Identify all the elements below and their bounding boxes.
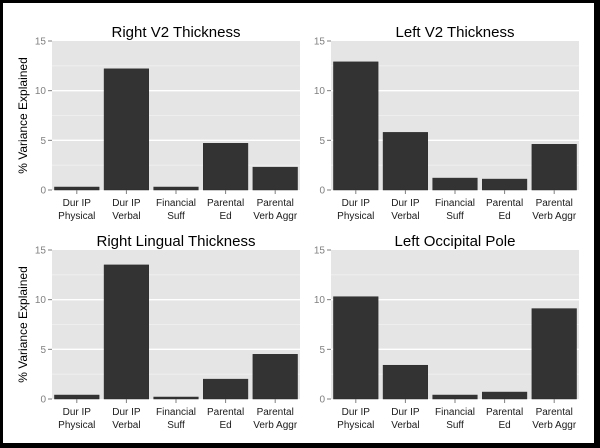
chart-panel-1: 0 5 10 15 Dur IP Physical Dur IP Verbal Financia… bbox=[16, 24, 300, 222]
chart-panel-2: 0 5 10 15 Dur IP Physical Dur IP Verbal Financia… bbox=[314, 24, 579, 222]
x-tick-label: Parental bbox=[207, 407, 244, 418]
x-tick-label: Dur IP bbox=[391, 407, 420, 418]
x-tick-label: Ed bbox=[219, 211, 231, 222]
x-tick-label: Parental bbox=[486, 198, 523, 209]
x-tick-label: Financial bbox=[435, 198, 475, 209]
bar-dur-ip-physical bbox=[333, 296, 379, 400]
y-tick-label: 10 bbox=[314, 295, 326, 306]
bar-dur-ip-physical bbox=[333, 61, 379, 191]
y-axis-label: % Variance Explained bbox=[16, 266, 30, 383]
x-tick-label: Parental bbox=[536, 198, 573, 209]
x-tick-label: Suff bbox=[167, 420, 185, 431]
y-tick-label: 5 bbox=[319, 345, 325, 356]
x-tick-label: Suff bbox=[167, 211, 185, 222]
x-tick-label: Dur IP bbox=[63, 198, 92, 209]
bar-financial-suff bbox=[432, 394, 478, 400]
x-tick-label: Parental bbox=[486, 407, 523, 418]
bar-parental-ed bbox=[482, 391, 528, 400]
x-tick-label: Dur IP bbox=[63, 407, 92, 418]
x-tick-label: Parental bbox=[536, 407, 573, 418]
bar-dur-ip-physical bbox=[54, 394, 100, 400]
x-tick-label: Dur IP bbox=[342, 198, 371, 209]
bar-parental-verb-aggr bbox=[252, 166, 298, 191]
x-tick-label: Verbal bbox=[112, 420, 140, 431]
x-tick-label: Verbal bbox=[391, 211, 419, 222]
chart-title: Left V2 Thickness bbox=[396, 24, 515, 41]
chart-title: Right V2 Thickness bbox=[112, 24, 241, 41]
y-tick-label: 15 bbox=[35, 246, 47, 257]
bar-dur-ip-verbal bbox=[103, 68, 149, 191]
x-tick-label: Parental bbox=[257, 407, 294, 418]
bar-dur-ip-physical bbox=[54, 186, 100, 191]
chart-title: Right Lingual Thickness bbox=[97, 233, 256, 250]
x-tick-label: Financial bbox=[156, 198, 196, 209]
bar-parental-ed bbox=[482, 178, 528, 191]
y-tick-label: 15 bbox=[314, 37, 326, 48]
y-tick-label: 5 bbox=[319, 136, 325, 147]
bar-dur-ip-verbal bbox=[382, 364, 428, 400]
x-tick-label: Physical bbox=[337, 420, 374, 431]
x-tick-label: Verb Aggr bbox=[253, 211, 298, 222]
x-tick-label: Financial bbox=[435, 407, 475, 418]
figure-frame: 0 5 10 15 Dur IP Physical Dur IP Verbal Financia… bbox=[3, 3, 594, 443]
y-tick-label: 15 bbox=[35, 37, 47, 48]
x-tick-label: Verb Aggr bbox=[253, 420, 298, 431]
x-tick-label: Suff bbox=[446, 420, 464, 431]
bar-dur-ip-verbal bbox=[382, 132, 428, 191]
x-tick-label: Ed bbox=[219, 420, 231, 431]
bar-parental-ed bbox=[203, 378, 249, 400]
y-tick-label: 15 bbox=[314, 246, 326, 257]
y-tick-label: 0 bbox=[319, 395, 325, 406]
y-tick-label: 0 bbox=[40, 395, 46, 406]
y-tick-label: 0 bbox=[319, 186, 325, 197]
bar-parental-verb-aggr bbox=[531, 308, 577, 400]
chart-panel-4: 0 5 10 15 Dur IP Physical Dur IP Verbal Financia… bbox=[314, 233, 579, 431]
y-axis-label: % Variance Explained bbox=[16, 57, 30, 174]
x-tick-label: Parental bbox=[207, 198, 244, 209]
y-tick-label: 5 bbox=[40, 136, 46, 147]
x-tick-label: Verbal bbox=[112, 211, 140, 222]
y-tick-label: 10 bbox=[314, 86, 326, 97]
x-tick-label: Verb Aggr bbox=[532, 420, 577, 431]
chart-title: Left Occipital Pole bbox=[395, 233, 516, 250]
x-tick-label: Financial bbox=[156, 407, 196, 418]
x-tick-label: Verbal bbox=[391, 420, 419, 431]
x-tick-label: Verb Aggr bbox=[532, 211, 577, 222]
x-tick-label: Dur IP bbox=[112, 407, 141, 418]
x-tick-label: Dur IP bbox=[342, 407, 371, 418]
x-tick-label: Dur IP bbox=[112, 198, 141, 209]
y-tick-label: 10 bbox=[35, 86, 47, 97]
y-tick-label: 0 bbox=[40, 186, 46, 197]
x-tick-label: Physical bbox=[58, 211, 95, 222]
x-tick-label: Dur IP bbox=[391, 198, 420, 209]
x-tick-label: Parental bbox=[257, 198, 294, 209]
bar-financial-suff bbox=[432, 177, 478, 191]
y-tick-label: 5 bbox=[40, 345, 46, 356]
bar-financial-suff bbox=[153, 186, 199, 191]
x-tick-label: Ed bbox=[498, 211, 510, 222]
bar-financial-suff bbox=[153, 396, 199, 400]
x-tick-label: Physical bbox=[337, 211, 374, 222]
x-tick-label: Physical bbox=[58, 420, 95, 431]
bar-parental-verb-aggr bbox=[531, 144, 577, 191]
x-tick-label: Ed bbox=[498, 420, 510, 431]
x-tick-label: Suff bbox=[446, 211, 464, 222]
y-tick-label: 10 bbox=[35, 295, 47, 306]
bar-dur-ip-verbal bbox=[103, 264, 149, 400]
bar-parental-verb-aggr bbox=[252, 354, 298, 400]
bar-parental-ed bbox=[203, 143, 249, 191]
chart-panel-3: 0 5 10 15 Dur IP Physical Dur IP Verbal Financia… bbox=[16, 233, 300, 431]
